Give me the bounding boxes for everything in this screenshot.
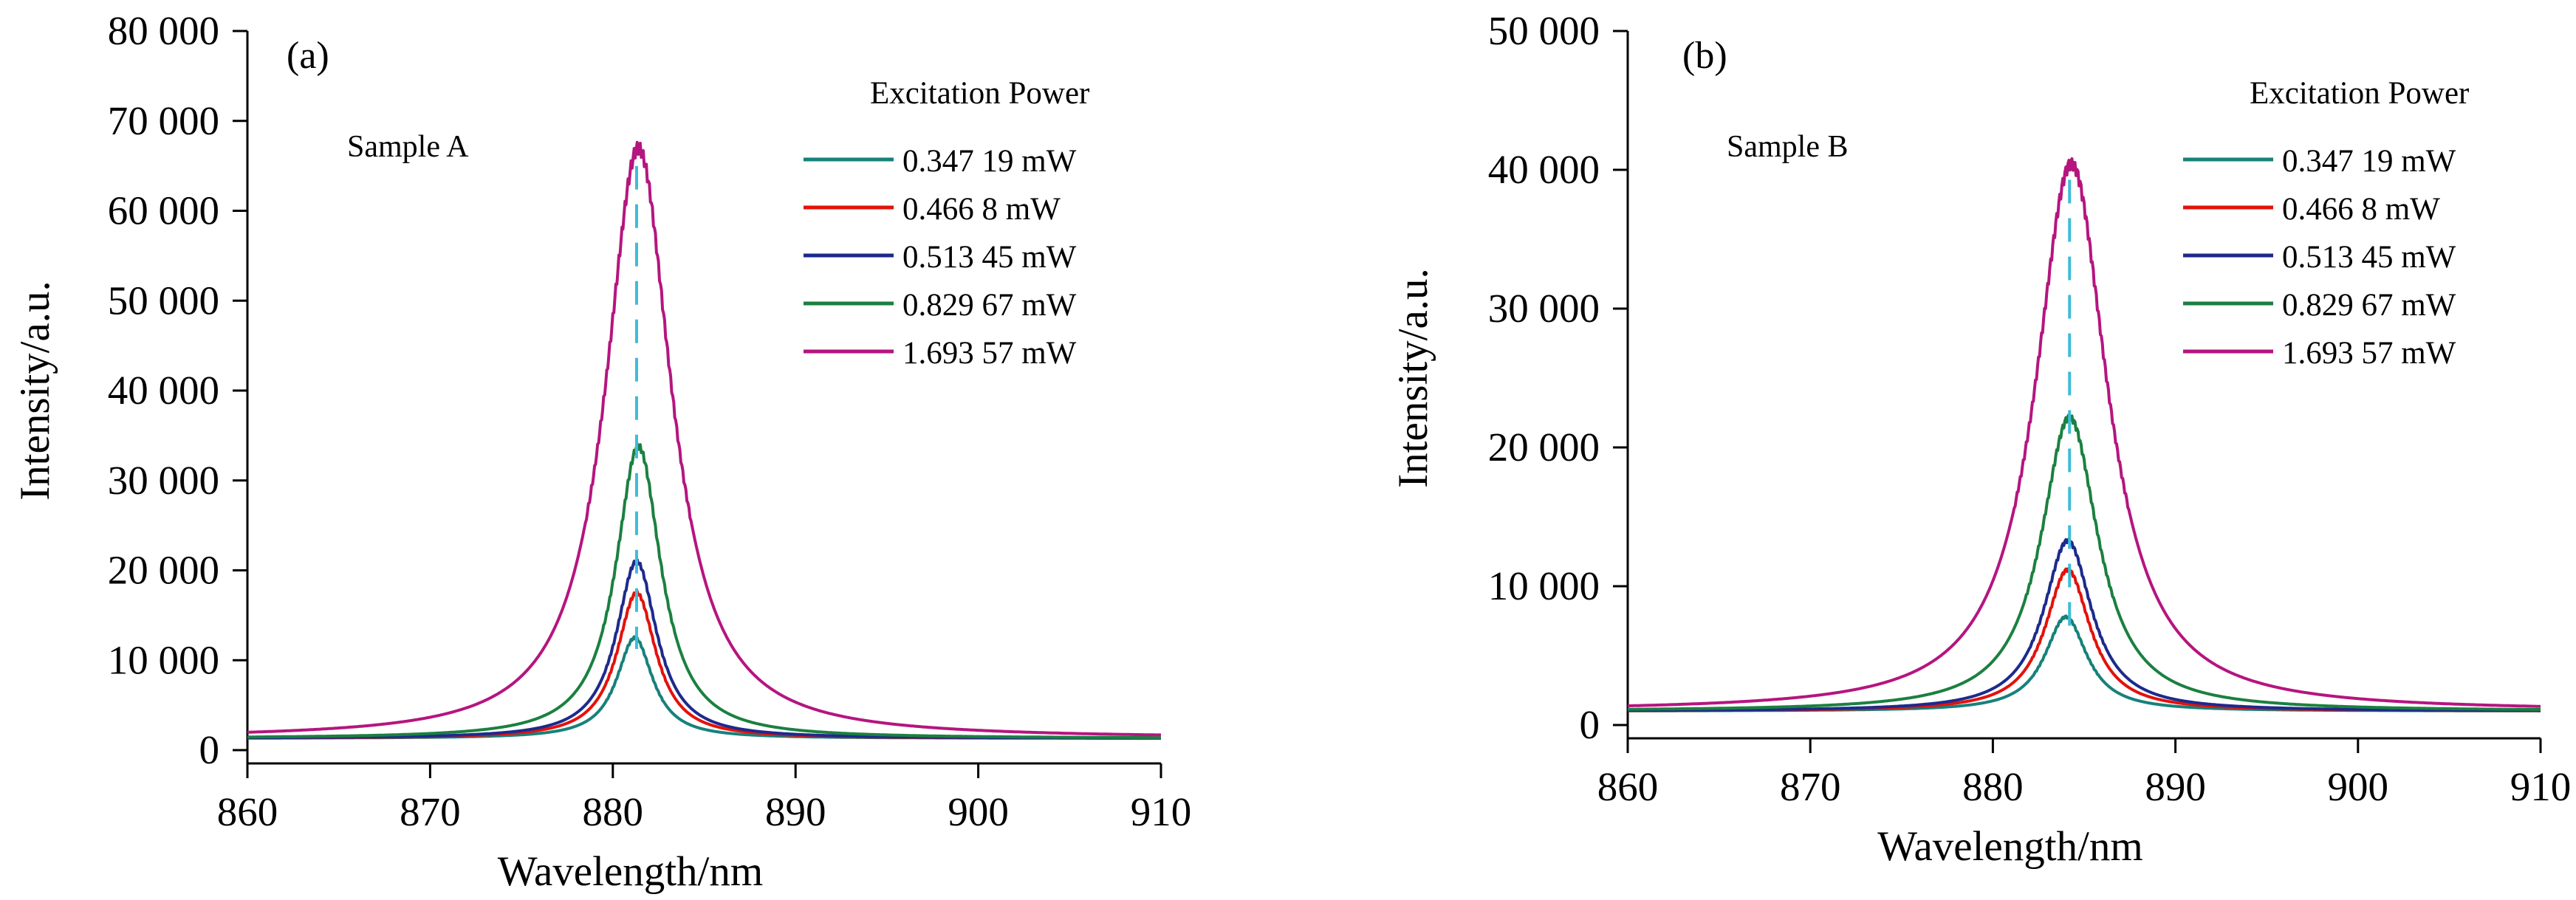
y-tick-label: 40 000 <box>108 368 219 413</box>
y-tick-label: 60 000 <box>108 188 219 233</box>
sample-label: Sample B <box>1727 130 1849 164</box>
y-tick-label: 50 000 <box>108 278 219 323</box>
x-tick-label: 900 <box>2328 764 2389 809</box>
panel-label: (a) <box>287 35 329 77</box>
series-line <box>1627 413 2541 712</box>
series-line <box>1627 537 2541 712</box>
y-tick-label: 80 000 <box>108 8 219 53</box>
panel-label: (b) <box>1682 35 1727 77</box>
x-axis-title: Wavelength/nm <box>498 848 763 895</box>
y-tick-label: 0 <box>1580 702 1600 747</box>
x-tick-label: 890 <box>765 789 826 834</box>
y-tick-label: 0 <box>199 727 220 772</box>
series-line <box>247 140 1162 737</box>
legend-label: 0.513 45 mW <box>2282 240 2456 275</box>
x-axis-title: Wavelength/nm <box>1877 823 2142 870</box>
legend-label: 0.347 19 mW <box>2282 144 2456 179</box>
series-line <box>1627 614 2541 712</box>
x-tick-label: 910 <box>1131 789 1192 834</box>
legend-label: 0.829 67 mW <box>902 288 1077 323</box>
y-tick-label: 30 000 <box>108 458 219 503</box>
y-tick-label: 10 000 <box>1488 563 1600 608</box>
x-tick-label: 880 <box>1962 764 2024 809</box>
y-tick-label: 10 000 <box>108 637 219 682</box>
y-tick-label: 40 000 <box>1488 147 1600 192</box>
legend-label: 0.829 67 mW <box>2282 288 2456 323</box>
x-tick-label: 880 <box>583 789 644 834</box>
legend-label: 0.466 8 mW <box>2282 192 2440 227</box>
legend-label: 0.513 45 mW <box>902 240 1077 275</box>
panel-a: 0 10 000 20 000 30 000 40 000 50 000 60 000 70 … <box>12 8 1191 895</box>
y-tick-label: 30 000 <box>1488 286 1600 331</box>
series-line <box>1627 567 2541 712</box>
panel-b: 0 10 000 20 000 30 000 40 000 50 000 860 870 880… <box>1390 8 2571 870</box>
legend-label: 1.693 57 mW <box>902 336 1077 371</box>
x-tick-label: 860 <box>217 789 278 834</box>
y-axis-title: Intensity/a.u. <box>1390 268 1436 488</box>
x-tick-label: 870 <box>400 789 461 834</box>
series-line <box>1627 157 2541 708</box>
series-line <box>247 557 1162 740</box>
y-tick-label: 20 000 <box>108 548 219 593</box>
legend-label: 0.466 8 mW <box>902 192 1061 227</box>
y-tick-label: 20 000 <box>1488 425 1600 470</box>
x-tick-label: 870 <box>1780 764 1841 809</box>
sample-label: Sample A <box>347 130 469 164</box>
legend-title: Excitation Power <box>870 76 1089 111</box>
legend-title: Excitation Power <box>2250 76 2469 111</box>
series-line <box>247 442 1162 740</box>
x-tick-label: 900 <box>948 789 1009 834</box>
y-axis-title: Intensity/a.u. <box>12 281 58 501</box>
x-tick-label: 910 <box>2510 764 2572 809</box>
y-tick-label: 50 000 <box>1488 8 1600 53</box>
x-tick-label: 860 <box>1597 764 1659 809</box>
legend-label: 0.347 19 mW <box>902 144 1077 179</box>
x-tick-label: 890 <box>2145 764 2206 809</box>
y-tick-label: 70 000 <box>108 98 219 143</box>
legend-label: 1.693 57 mW <box>2282 336 2456 371</box>
